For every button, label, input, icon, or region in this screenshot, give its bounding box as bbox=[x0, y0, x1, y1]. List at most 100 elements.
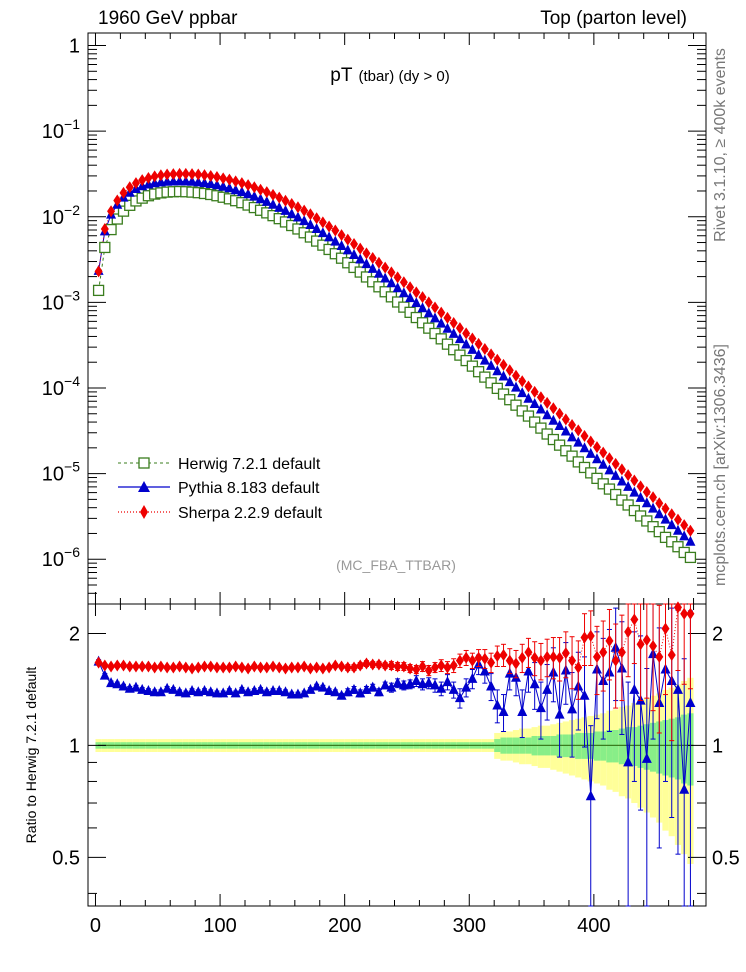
ratio-sherpa-point bbox=[275, 661, 284, 674]
ratio-pythia-point bbox=[423, 677, 434, 688]
main-pythia-point bbox=[679, 530, 690, 541]
ratio-pythia-point bbox=[305, 683, 316, 694]
main-pythia-point bbox=[405, 292, 416, 303]
main-sherpa-point bbox=[337, 229, 346, 242]
ratio-pythia-point bbox=[467, 672, 478, 683]
main-pythia-point bbox=[380, 272, 391, 283]
ratio-pythia-point bbox=[155, 686, 166, 697]
main-pythia-point bbox=[560, 425, 571, 436]
main-pythia-point bbox=[417, 302, 428, 313]
main-sherpa-point bbox=[163, 168, 172, 181]
main-sherpa-point bbox=[188, 168, 197, 181]
ratio-pythia-point bbox=[199, 685, 210, 696]
main-sherpa-point bbox=[331, 224, 340, 237]
main-pythia-point bbox=[573, 436, 584, 447]
ratio-pythia-point bbox=[685, 697, 696, 708]
ratio-sherpa-point bbox=[524, 646, 533, 659]
ratio-sherpa-point bbox=[231, 660, 240, 673]
main-sherpa-point bbox=[169, 168, 178, 181]
main-sherpa-point bbox=[368, 251, 377, 264]
main-sherpa-point bbox=[362, 247, 371, 260]
ratio-y-tick-label: 2 bbox=[69, 623, 80, 645]
ratio-pythia-point bbox=[355, 687, 366, 698]
ratio-pythia-point bbox=[672, 683, 683, 694]
main-sherpa-point bbox=[611, 457, 620, 470]
ratio-sherpa-point bbox=[144, 660, 153, 673]
main-pythia-point bbox=[523, 392, 534, 403]
ratio-sherpa-point bbox=[437, 659, 446, 672]
header-energy-label: 1960 GeV ppbar bbox=[98, 8, 238, 29]
main-sherpa-point bbox=[624, 469, 633, 482]
main-sherpa-point bbox=[275, 191, 284, 204]
ratio-sherpa-line bbox=[98, 606, 691, 672]
ratio-sherpa-point bbox=[530, 651, 539, 664]
main-herwig-point bbox=[522, 410, 535, 422]
main-pythia-point bbox=[479, 354, 490, 365]
main-pythia-point bbox=[461, 338, 472, 349]
main-pythia-point bbox=[243, 188, 254, 199]
main-pythia-point bbox=[292, 211, 303, 222]
ratio-y-tick-label: 1 bbox=[69, 735, 80, 757]
main-sherpa-point bbox=[343, 233, 352, 246]
main-sherpa-point bbox=[449, 316, 458, 329]
main-pythia-point bbox=[423, 307, 434, 318]
plot-title: pT (tbar) (dy > 0) bbox=[330, 65, 449, 86]
ratio-sherpa-point bbox=[194, 661, 203, 674]
ratio-sherpa-point bbox=[406, 662, 415, 675]
main-pythia-point bbox=[554, 419, 565, 430]
ratio-pythia-point bbox=[205, 686, 216, 697]
rivet-version-label: Rivet 3.1.10, ≥ 400k events bbox=[712, 48, 729, 242]
main-sherpa-point bbox=[150, 170, 159, 183]
main-pythia-point bbox=[629, 486, 640, 497]
ratio-pythia-point bbox=[442, 676, 453, 687]
main-sherpa-point bbox=[530, 385, 539, 398]
ratio-sherpa-point bbox=[306, 662, 315, 675]
main-pythia-point bbox=[342, 244, 353, 255]
plot-title-main: pT bbox=[330, 65, 353, 86]
ratio-sherpa-point bbox=[686, 607, 695, 620]
main-sherpa-point bbox=[318, 216, 327, 229]
ratio-pythia-point bbox=[106, 677, 117, 688]
main-pythia-point bbox=[567, 431, 578, 442]
ratio-sherpa-point bbox=[138, 660, 147, 673]
ratio-pythia-point bbox=[486, 680, 497, 691]
ratio-sherpa-point bbox=[605, 634, 614, 647]
ratio-sherpa-point bbox=[374, 658, 383, 671]
ratio-sherpa-point bbox=[206, 660, 215, 673]
y-tick-label: 10−4 bbox=[42, 373, 80, 400]
ratio-pythia-point bbox=[411, 674, 422, 685]
ratio-pythia-point bbox=[554, 708, 565, 719]
ratio-y-tick-label-right: 0.5 bbox=[712, 847, 740, 869]
ratio-sherpa-point bbox=[256, 661, 265, 674]
main-sherpa-point bbox=[493, 353, 502, 366]
ratio-uncertainty-bands bbox=[95, 677, 694, 864]
ratio-pythia-point bbox=[386, 681, 397, 692]
main-pythia-point bbox=[623, 480, 634, 491]
ratio-sherpa-point bbox=[487, 656, 496, 669]
main-sherpa-point bbox=[393, 271, 402, 284]
main-sherpa-point bbox=[94, 265, 103, 278]
main-pythia-point bbox=[492, 365, 503, 376]
ratio-pythia-point bbox=[529, 678, 540, 689]
main-herwig-point bbox=[111, 213, 123, 225]
main-herwig-point bbox=[641, 515, 653, 527]
plot-title-sub: (tbar) (dy > 0) bbox=[358, 68, 449, 85]
y-tick-label: 10−2 bbox=[42, 202, 80, 229]
main-sherpa-point bbox=[250, 181, 259, 194]
ratio-sherpa-point bbox=[455, 654, 464, 667]
ratio-pythia-point bbox=[492, 699, 503, 710]
main-pythia-point bbox=[286, 208, 297, 219]
main-pythia-point bbox=[174, 175, 185, 186]
main-sherpa-point bbox=[119, 186, 128, 199]
main-pythia-point bbox=[616, 475, 627, 486]
ratio-sherpa-point bbox=[667, 649, 676, 662]
legend-pythia-marker bbox=[138, 481, 150, 492]
ratio-pythia-point bbox=[623, 756, 634, 767]
ratio-pythia-point bbox=[367, 681, 378, 692]
analysis-watermark: (MC_FBA_TTBAR) bbox=[336, 557, 456, 573]
main-sherpa-point bbox=[636, 480, 645, 493]
y-tick-label: 1 bbox=[69, 36, 80, 58]
main-pythia-point bbox=[255, 193, 266, 204]
main-sherpa-point bbox=[219, 172, 228, 185]
ratio-sherpa-point bbox=[474, 651, 483, 664]
